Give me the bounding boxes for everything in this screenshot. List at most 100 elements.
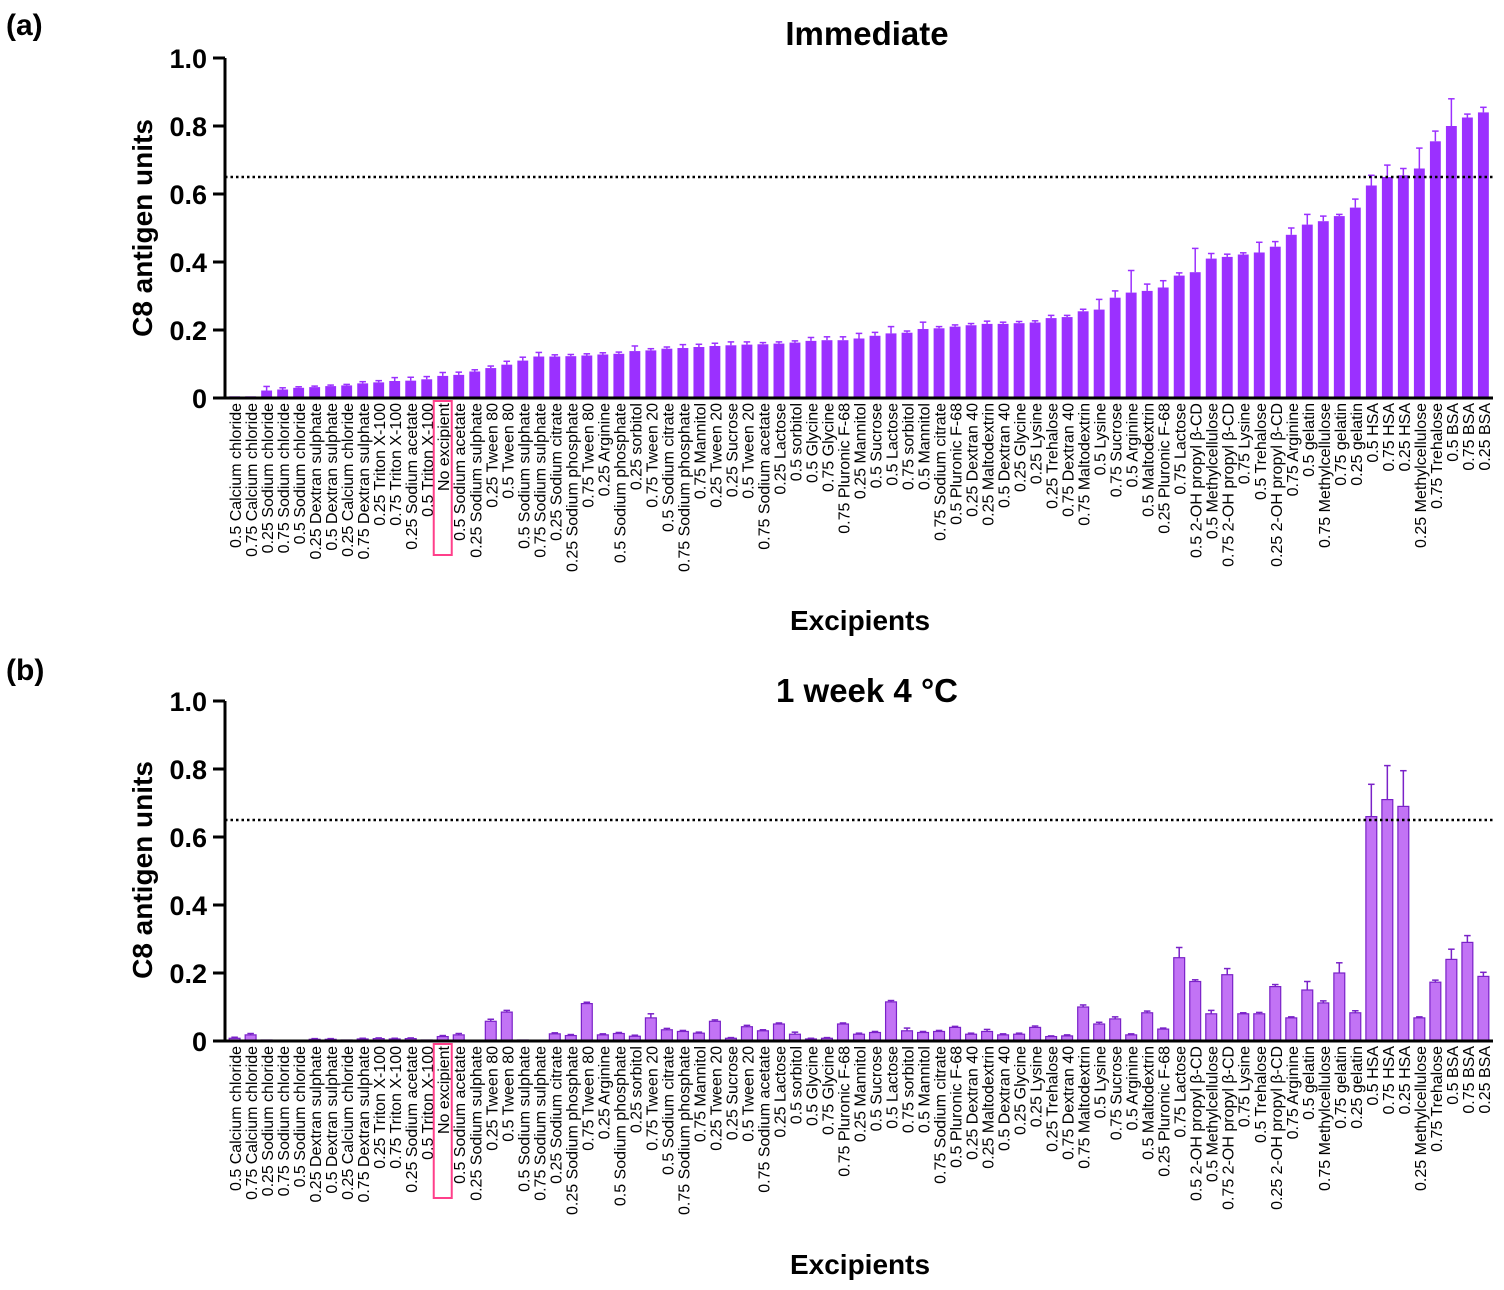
x-tick-label: 0.25 Tween 80 <box>484 403 501 508</box>
x-tick-label: 0.25 Lactose <box>772 1046 789 1138</box>
highlight-box-b <box>432 1043 453 1199</box>
x-tick-label: 0.75 Maltodextrin <box>1077 1046 1094 1169</box>
y-tick-label: 0.2 <box>169 316 207 346</box>
bar <box>1413 168 1425 398</box>
bar <box>821 340 833 398</box>
x-tick-label: 0.5 Tween 20 <box>740 1046 757 1142</box>
x-tick-label: 0.75 sorbitol <box>901 1046 918 1133</box>
bar <box>517 360 529 398</box>
bar <box>1157 1028 1170 1042</box>
x-tick-label: 0.5 Glycine <box>804 1046 821 1126</box>
x-tick-label: 0.75 Sodium citrate <box>933 1046 950 1184</box>
bar <box>1477 975 1490 1042</box>
bar <box>597 354 609 398</box>
x-tick-label: 0.25 Methylcellulose <box>1413 1046 1430 1191</box>
bar <box>885 333 897 398</box>
bar <box>1237 254 1249 398</box>
x-tick-label: 0.5 Lactose <box>885 403 902 486</box>
x-tick-label: 0.75 Sodium sulphate <box>532 403 549 558</box>
x-tick-label: 0.75 Mannitol <box>692 1046 709 1142</box>
bar <box>708 1020 721 1042</box>
x-tick-label: 0.5 Lactose <box>885 1046 902 1129</box>
bar <box>437 375 449 398</box>
bar <box>485 368 497 398</box>
x-tick-label: 0.25 gelatin <box>1349 403 1366 486</box>
x-tick-label: 0.75 Sodium citrate <box>933 403 950 541</box>
x-tick-label: 0.75 Tween 20 <box>644 1046 661 1151</box>
y-tick-label: 0 <box>192 1027 207 1057</box>
x-tick-label: 0.5 Tween 80 <box>500 403 517 499</box>
bar <box>629 351 641 398</box>
x-tick-label: 0.75 Sodium acetate <box>756 403 773 550</box>
x-tick-label: 0.25 gelatin <box>1349 1046 1366 1129</box>
x-tick-label: 0.25 Sodium citrate <box>548 403 565 541</box>
x-tick-label: 0.25 Sodium phosphate <box>564 1046 581 1215</box>
x-tick-label: 0.25 sorbitol <box>628 403 645 490</box>
y-axis-label-b: C8 antigen units <box>127 761 158 979</box>
x-tick-label: 0.5 Maltodextrin <box>1141 403 1158 517</box>
bar <box>1205 1013 1218 1042</box>
x-tick-label: 0.75 Triton X-100 <box>388 1046 405 1169</box>
bar <box>1173 957 1186 1042</box>
x-tick-label: 0.75 Sodium sulphate <box>532 1046 549 1201</box>
bar <box>1461 117 1473 398</box>
x-tick-label: 0.25 Glycine <box>1013 1046 1030 1135</box>
x-tick-label: 0.25 Sodium sulphate <box>468 403 485 558</box>
bar <box>1365 815 1378 1042</box>
bar <box>293 387 305 398</box>
y-tick-label: 0 <box>192 384 207 414</box>
bar <box>645 350 657 398</box>
x-tick-label: 0.5 HSA <box>1365 403 1382 463</box>
x-tick-label: 0.5 sorbitol <box>788 1046 805 1124</box>
x-tick-label: 0.5 Trehalose <box>1253 403 1270 500</box>
bar <box>981 323 993 398</box>
bar <box>1381 177 1393 398</box>
x-tick-label: 0.5 Mannitol <box>917 1046 934 1133</box>
x-tick-label: 0.5 Mannitol <box>917 403 934 490</box>
x-tick-label: 0.75 2-OH propyl β-CD <box>1221 1046 1238 1210</box>
bar <box>1429 141 1441 399</box>
y-tick-label: 0.6 <box>169 823 207 853</box>
bar <box>581 355 593 398</box>
x-tick-label: 0.5 Sodium chloride <box>292 1046 309 1188</box>
bar <box>677 348 689 398</box>
x-tick-label: 0.75 BSA <box>1461 403 1478 471</box>
bar <box>261 390 273 398</box>
x-tick-label: 0.25 Dextran 40 <box>965 403 982 517</box>
y-tick-label: 0.8 <box>169 755 207 785</box>
x-tick-label: 0.5 Pluronic F-68 <box>949 1046 966 1168</box>
x-tick-label: 0.5 Sodium citrate <box>660 1046 677 1175</box>
bar <box>1189 272 1201 398</box>
x-tick-label: 0.25 Dextran sulphate <box>308 1046 325 1203</box>
bar <box>1157 287 1169 398</box>
bar <box>1077 1006 1090 1042</box>
bar <box>1445 958 1458 1042</box>
x-tick-label: 0.25 Tween 80 <box>484 1046 501 1151</box>
bar <box>740 1026 753 1042</box>
bar <box>405 380 417 398</box>
x-tick-label: 0.25 BSA <box>1477 403 1494 471</box>
x-tick-label: 0.75 Glycine <box>820 403 837 492</box>
bar <box>756 1030 769 1042</box>
x-tick-label: 0.75 Sodium chloride <box>276 1046 293 1196</box>
x-tick-label: 0.75 Tween 80 <box>580 1046 597 1151</box>
x-tick-label: 0.75 Sodium phosphate <box>676 403 693 572</box>
chart-title-b: 1 week 4 °C <box>776 672 958 709</box>
bar <box>1109 297 1121 398</box>
x-axis-label-b: Excipients <box>790 1249 930 1280</box>
x-tick-label: 0.75 gelatin <box>1333 1046 1350 1129</box>
bar <box>1221 256 1233 398</box>
y-ticks-a: 0 0.2 0.4 0.6 0.8 1.0 <box>169 44 225 414</box>
y-tick-label: 0.2 <box>169 959 207 989</box>
x-tick-label: 0.25 Sodium chloride <box>260 403 277 553</box>
y-ticks-b: 0 0.2 0.4 0.6 0.8 1.0 <box>169 687 225 1057</box>
x-tick-label: 0.75 Trehalose <box>1429 1046 1446 1152</box>
x-tick-label: 0.25 HSA <box>1397 1046 1414 1115</box>
x-tick-label: 0.75 Sucrose <box>1109 1046 1126 1140</box>
x-tick-label: 0.75 Lactose <box>1173 403 1190 495</box>
x-tick-label: 0.25 Trehalose <box>1045 1046 1062 1152</box>
bar <box>869 335 881 398</box>
y-axis-label-a: C8 antigen units <box>127 119 158 337</box>
x-tick-label: 0.25 Sodium sulphate <box>468 1046 485 1201</box>
y-tick-label: 0.4 <box>169 248 207 278</box>
